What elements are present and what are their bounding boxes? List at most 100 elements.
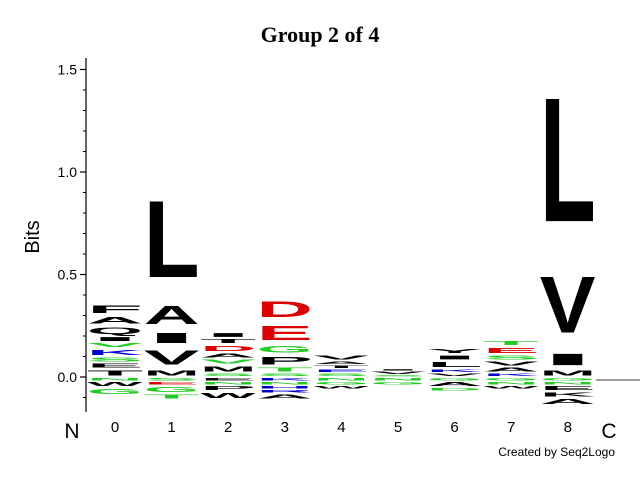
logo-letter-a: A <box>540 397 596 405</box>
y-tick-label: 1.5 <box>58 62 78 78</box>
logo-letter-n: N <box>313 377 369 381</box>
logo-letter-g: G <box>427 377 483 381</box>
position-label: 7 <box>507 419 515 436</box>
y-tick-label: 0.0 <box>58 369 78 385</box>
logo-letter-i: I <box>87 336 143 342</box>
logo-letter-r: R <box>257 389 313 393</box>
logo-letter-t: T <box>483 340 539 346</box>
logo-letter-g: G <box>483 377 539 381</box>
logo-letter-a: A <box>257 393 313 399</box>
position-label: 3 <box>281 419 289 436</box>
logo-letter-k: K <box>483 373 540 377</box>
logo-letter-g: G <box>370 381 426 385</box>
logo-letter-l: L <box>427 361 483 369</box>
logo-letter-f: F <box>87 303 143 315</box>
x-axis: 0 1 2 3 4 5 6 7 8 <box>111 379 640 436</box>
logo-letter-e: E <box>313 369 369 373</box>
position-label: 6 <box>450 419 458 436</box>
y-axis: 0.0 0.5 1.0 1.5 <box>58 58 87 412</box>
logo-letter-v: V <box>87 342 143 348</box>
logo-letter-w: W <box>313 385 369 389</box>
logo-letter-t: T <box>144 393 200 399</box>
logo-letter-t: T <box>200 338 256 344</box>
logo-letter-p: P <box>200 385 256 391</box>
logo-letter-t: T <box>87 369 143 377</box>
logo-letter-i: I <box>370 369 426 371</box>
logo-letter-v: V <box>313 354 369 360</box>
logo-letter-a: A <box>87 315 143 325</box>
logo-letter-n: N <box>540 381 596 385</box>
logo-letter-t: T <box>257 367 313 373</box>
logo-letter-e: E <box>87 363 143 369</box>
logo-letter-i: I <box>144 330 200 346</box>
logo-stacks: TESKVIQAFNWGMVIALSEGTSMVADTIENPWSTPGEDKN… <box>87 60 596 405</box>
logo-letter-p: P <box>257 354 313 366</box>
logo-letter-l: L <box>144 178 200 301</box>
logo-letter-a: A <box>427 381 483 387</box>
position-label: 1 <box>167 419 175 436</box>
logo-letter-t: T <box>313 365 369 369</box>
logo-letter-g: G <box>257 344 313 354</box>
logo-letter-a: A <box>144 302 200 330</box>
logo-letter-n: N <box>483 381 539 385</box>
position-label: 8 <box>564 419 572 436</box>
logo-letter-e: E <box>540 385 596 391</box>
logo-letter-s: S <box>313 373 369 377</box>
c-terminus-label: C <box>601 420 616 443</box>
logo-letter-a: A <box>200 352 256 358</box>
logo-letter-v: V <box>144 346 200 369</box>
y-tick-label: 1.0 <box>58 164 78 180</box>
position-label: 0 <box>111 419 119 436</box>
logo-letter-d: D <box>200 344 256 352</box>
logo-letter-e: E <box>257 322 313 344</box>
logo-letter-m: M <box>540 369 596 377</box>
logo-letter-d: D <box>257 297 313 322</box>
logo-column: SVI NG <box>370 369 427 385</box>
logo-letter-k: K <box>257 377 314 381</box>
logo-letter-s: S <box>257 373 313 377</box>
logo-letter-s: S <box>87 356 143 362</box>
logo-letter-y: Y <box>427 348 483 354</box>
y-axis-label: Bits <box>22 220 44 253</box>
logo-letter-w: W <box>200 391 256 399</box>
position-label: 4 <box>337 419 345 436</box>
logo-letter-g: G <box>540 377 596 381</box>
logo-letter-n: N <box>87 377 143 381</box>
logo-letter-v: V <box>483 361 539 367</box>
logo-letter-m: M <box>144 369 200 377</box>
logo-letter-g: G <box>87 387 143 395</box>
logo-letter-e: E <box>144 381 200 385</box>
logo-letter-i: I <box>427 354 483 360</box>
logo-letter-v: V <box>200 358 256 364</box>
logo-letter-k: K <box>540 391 596 397</box>
logo-letter-a: A <box>483 367 539 373</box>
logo-letter-s: S <box>370 375 426 377</box>
logo-letter-v: V <box>370 371 427 375</box>
logo-letter-w: W <box>483 385 539 389</box>
chart-title: Group 2 of 4 <box>261 22 380 47</box>
logo-letter-l: L <box>540 60 596 259</box>
n-terminus-label: N <box>64 420 79 443</box>
y-tick-label: 0.5 <box>58 267 78 283</box>
logo-letter-s: S <box>483 354 539 360</box>
position-label: 2 <box>224 419 232 436</box>
logo-letter-v: V <box>427 373 484 377</box>
logo-letter-g: G <box>313 381 369 385</box>
logo-letter-q: Q <box>87 326 143 336</box>
logo-letter-s: S <box>144 377 200 381</box>
logo-letter-k: K <box>427 369 484 373</box>
logo-letter-n: N <box>200 381 256 385</box>
logo-letter-n: N <box>370 377 426 381</box>
logo-letter-m: M <box>200 365 256 373</box>
logo-letter-e: E <box>200 377 256 381</box>
credit-text: Created by Seq2Logo <box>498 445 615 459</box>
